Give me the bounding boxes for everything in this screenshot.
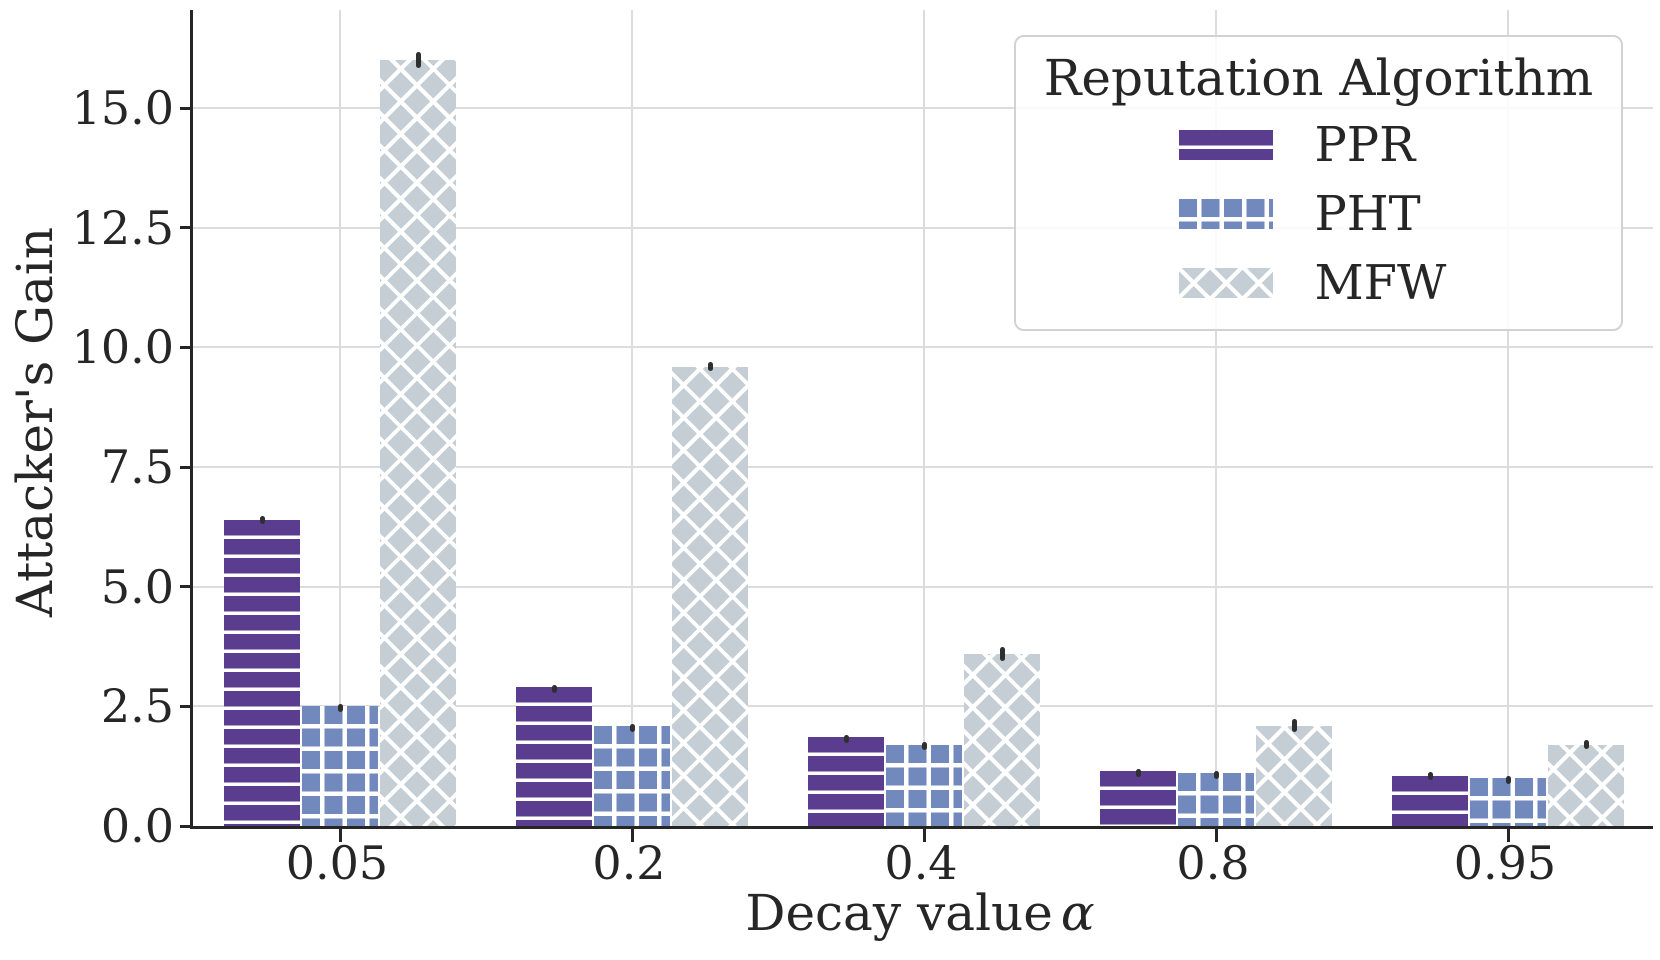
x-axis-label-text: Decay value: [745, 884, 1053, 942]
legend-items: PPR PHT MFW: [1016, 117, 1621, 311]
error-bar: [1583, 739, 1589, 750]
legend-label-mfw: MFW: [1314, 255, 1447, 311]
error-bar: [259, 515, 265, 524]
error-bar: [337, 703, 343, 712]
bar-pht-0.8: [1178, 773, 1254, 826]
x-axis-tick: [1214, 829, 1218, 842]
alpha-symbol: α: [1060, 884, 1095, 942]
bar-mfw-0.8: [1256, 725, 1332, 826]
y-axis-tick: [180, 585, 190, 589]
y-tick-label: 5.0: [100, 559, 174, 614]
x-axis-tick: [922, 829, 926, 842]
error-bar: [921, 742, 927, 751]
x-tick-label: 0.2: [592, 836, 666, 890]
x-axis-label: Decay value α: [190, 884, 1650, 942]
error-bar: [843, 735, 849, 744]
bar-pht-0.4: [886, 744, 962, 826]
y-tick-label: 2.5: [100, 679, 174, 734]
legend-title: Reputation Algorithm: [1043, 49, 1594, 107]
bar-mfw-0.4: [964, 653, 1040, 826]
x-tick-label: 0.8: [1176, 836, 1250, 890]
legend-entry-pht: PHT: [1178, 186, 1459, 242]
bar-pht-0.2: [594, 725, 670, 826]
y-tick-label: 15.0: [71, 81, 174, 136]
bar-mfw-0.2: [672, 366, 748, 826]
y-tick-label: 0.0: [100, 799, 174, 853]
ppr-swatch-icon: [1178, 130, 1273, 160]
error-bar: [999, 646, 1005, 661]
x-tick-label: 0.4: [884, 836, 958, 890]
error-bar: [1291, 719, 1297, 732]
bar-mfw-0.05: [380, 60, 456, 826]
error-bar: [415, 52, 421, 69]
error-bar: [1213, 770, 1219, 779]
bar-ppr-0.8: [1100, 770, 1176, 826]
mfw-swatch-icon: [1178, 268, 1273, 298]
y-tick-label: 12.5: [71, 200, 174, 255]
bar-ppr-0.4: [808, 737, 884, 826]
x-axis-tick: [1506, 829, 1510, 842]
pht-swatch-icon: [1178, 199, 1273, 229]
y-axis-tick: [180, 465, 190, 469]
gridline-vertical: [1215, 10, 1217, 826]
gridline-vertical: [923, 10, 925, 826]
error-bar: [707, 361, 713, 372]
bar-ppr-0.05: [224, 519, 300, 826]
bar-pht-0.05: [302, 706, 378, 826]
error-bar: [551, 684, 557, 693]
bar-mfw-0.95: [1548, 744, 1624, 826]
y-axis-tick: [180, 226, 190, 230]
error-bar: [1505, 776, 1511, 785]
error-bar: [1135, 769, 1141, 778]
y-axis-tick: [180, 824, 190, 828]
legend-entry-mfw: MFW: [1178, 255, 1459, 311]
gridline-vertical: [1507, 10, 1509, 826]
error-bar: [1427, 772, 1433, 781]
x-axis-tick: [630, 829, 634, 842]
legend: Reputation Algorithm PPR PHT MFW: [1014, 35, 1623, 331]
bar-ppr-0.2: [516, 687, 592, 826]
y-axis-tick: [180, 704, 190, 708]
plot-area: [180, 10, 1653, 842]
y-axis-tick: [180, 345, 190, 349]
x-tick-label: 0.95: [1453, 836, 1557, 890]
error-bar: [629, 723, 635, 732]
y-tick-label: 10.0: [71, 320, 174, 375]
legend-label-pht: PHT: [1314, 186, 1421, 242]
x-tick-label: 0.05: [285, 836, 389, 890]
y-tick-label: 7.5: [100, 440, 174, 495]
bar-pht-0.95: [1470, 778, 1546, 826]
legend-entry-ppr: PPR: [1178, 117, 1459, 173]
y-axis-tick: [180, 106, 190, 110]
x-axis-tick: [338, 829, 342, 842]
bar-ppr-0.95: [1392, 775, 1468, 826]
gridline-vertical: [339, 10, 341, 826]
legend-label-ppr: PPR: [1314, 117, 1416, 173]
gridline-vertical: [631, 10, 633, 826]
